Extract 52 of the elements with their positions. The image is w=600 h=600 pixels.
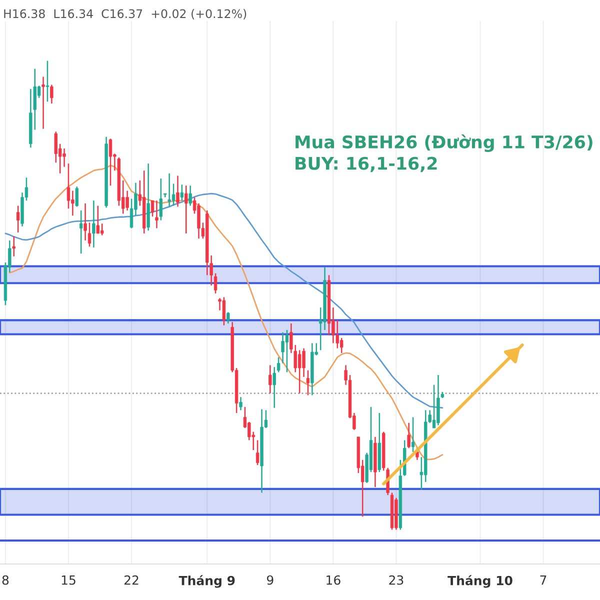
candlestick <box>239 396 242 411</box>
x-tick-label: 9 <box>266 575 274 585</box>
x-tick-label: 16 <box>326 575 340 585</box>
candlestick <box>306 370 310 396</box>
candlestick <box>92 200 96 248</box>
candlestick <box>108 138 112 186</box>
candlestick <box>298 350 302 394</box>
candlestick <box>272 366 276 408</box>
x-tick-label: Tháng 9 <box>178 575 235 588</box>
x-tick-label: 8 <box>2 575 9 585</box>
annotation: Mua SBEH26 (Đường 11 T3/26) <box>296 134 592 152</box>
candlestick <box>155 200 158 229</box>
candlestick <box>146 162 150 232</box>
candlestick <box>168 172 171 208</box>
text: H16.38 L16.34 C16.37 +0.02 (+0.12%) <box>4 9 246 20</box>
candlestick <box>71 190 74 216</box>
candlestick <box>126 190 129 212</box>
candlestick <box>66 162 70 210</box>
x-tick-label: 7 <box>540 575 546 585</box>
candlestick <box>407 422 410 449</box>
candlestick <box>159 178 163 221</box>
candlestick <box>16 205 20 234</box>
candlestick <box>214 272 218 294</box>
x-tick-label: Tháng 10 <box>448 575 512 588</box>
candlestick <box>411 416 415 453</box>
candlestick <box>79 210 83 254</box>
candlestick <box>84 202 87 242</box>
candlestick <box>188 184 192 206</box>
candlestick <box>432 384 436 429</box>
candlestick <box>285 329 289 373</box>
candlestick <box>46 60 50 102</box>
candlestick <box>256 440 260 466</box>
candlestick <box>302 348 306 378</box>
candlestick <box>150 200 154 218</box>
candlestick <box>268 364 272 394</box>
candlestick <box>75 186 78 208</box>
annotation: BUY: 16,1-16,2 <box>296 156 437 172</box>
candlestick <box>222 296 226 326</box>
candlestick <box>172 183 176 206</box>
candlestick <box>176 175 180 208</box>
candlestick <box>50 84 54 104</box>
x-tick-label: 23 <box>389 575 404 585</box>
x-tick-label: 15 <box>62 575 76 585</box>
candlestick <box>180 184 184 202</box>
candlestick <box>42 76 45 130</box>
candlestick <box>62 148 66 168</box>
candlestick <box>197 202 200 240</box>
x-tick-label: 22 <box>124 575 138 585</box>
candlestick <box>88 222 92 248</box>
candlestick <box>184 184 188 234</box>
candlestick <box>12 236 16 258</box>
candlestick <box>226 312 230 324</box>
